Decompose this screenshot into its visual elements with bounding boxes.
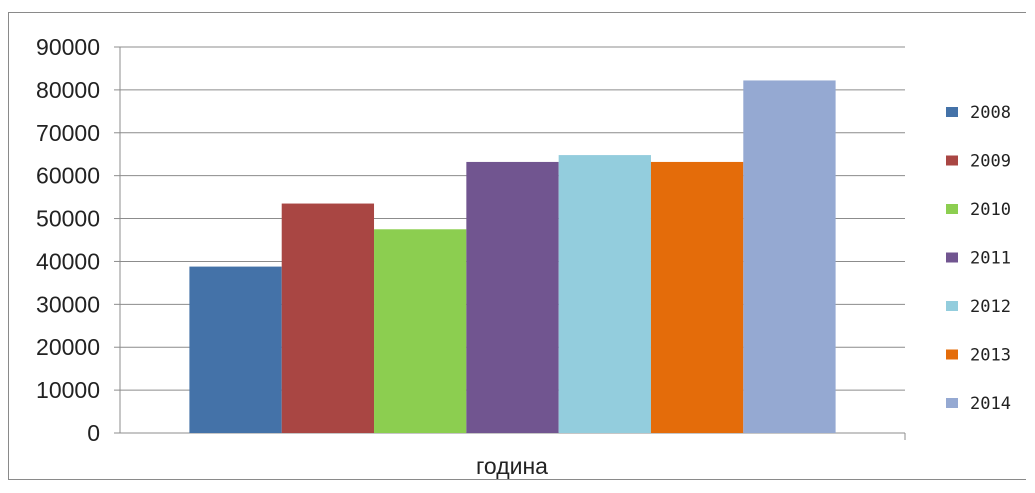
- legend-label-2009: 2009: [970, 152, 1011, 172]
- legend-label-2011: 2011: [970, 249, 1011, 269]
- y-tick-label: 50000: [36, 206, 100, 232]
- legend-swatch-2013: [946, 349, 958, 360]
- legend-swatch-2014: [946, 398, 958, 408]
- legend-label-2010: 2010: [970, 200, 1011, 220]
- legend-label-2014: 2014: [970, 394, 1011, 414]
- bars: [189, 80, 836, 434]
- legend-swatch-2012: [946, 301, 958, 311]
- legend-swatch-2011: [946, 252, 958, 263]
- y-tick-label: 70000: [36, 120, 100, 146]
- bar-2011: [466, 161, 559, 434]
- y-tick-label: 30000: [36, 291, 100, 317]
- bar-2014: [743, 80, 836, 433]
- bar-2012: [558, 155, 651, 433]
- legend-label-2008: 2008: [970, 103, 1011, 123]
- y-axis-tick-labels: 0 10000 20000 30000 40000 50000 60000 70000 8000…: [36, 34, 100, 446]
- y-tick-label: 60000: [36, 163, 100, 189]
- y-tick-label: 0: [87, 420, 100, 446]
- bar-2010: [374, 229, 467, 433]
- y-tick-label: 90000: [36, 34, 100, 60]
- y-tick-label: 10000: [36, 377, 100, 403]
- y-tick-label: 40000: [36, 248, 100, 274]
- x-axis-label: година: [476, 453, 548, 479]
- bar-2008: [189, 266, 282, 433]
- legend-label-2013: 2013: [970, 346, 1011, 366]
- legend-swatch-2008: [946, 107, 958, 117]
- y-tick-label: 80000: [36, 77, 100, 103]
- legend-swatch-2009: [946, 155, 958, 166]
- legend: 2008 2009 2010 2011 2012 2013 2014: [946, 103, 1011, 414]
- bar-2013: [650, 161, 744, 434]
- legend-swatch-2010: [946, 204, 958, 214]
- bar-2009: [281, 203, 375, 433]
- y-tick-label: 20000: [36, 334, 100, 360]
- legend-label-2012: 2012: [970, 297, 1011, 317]
